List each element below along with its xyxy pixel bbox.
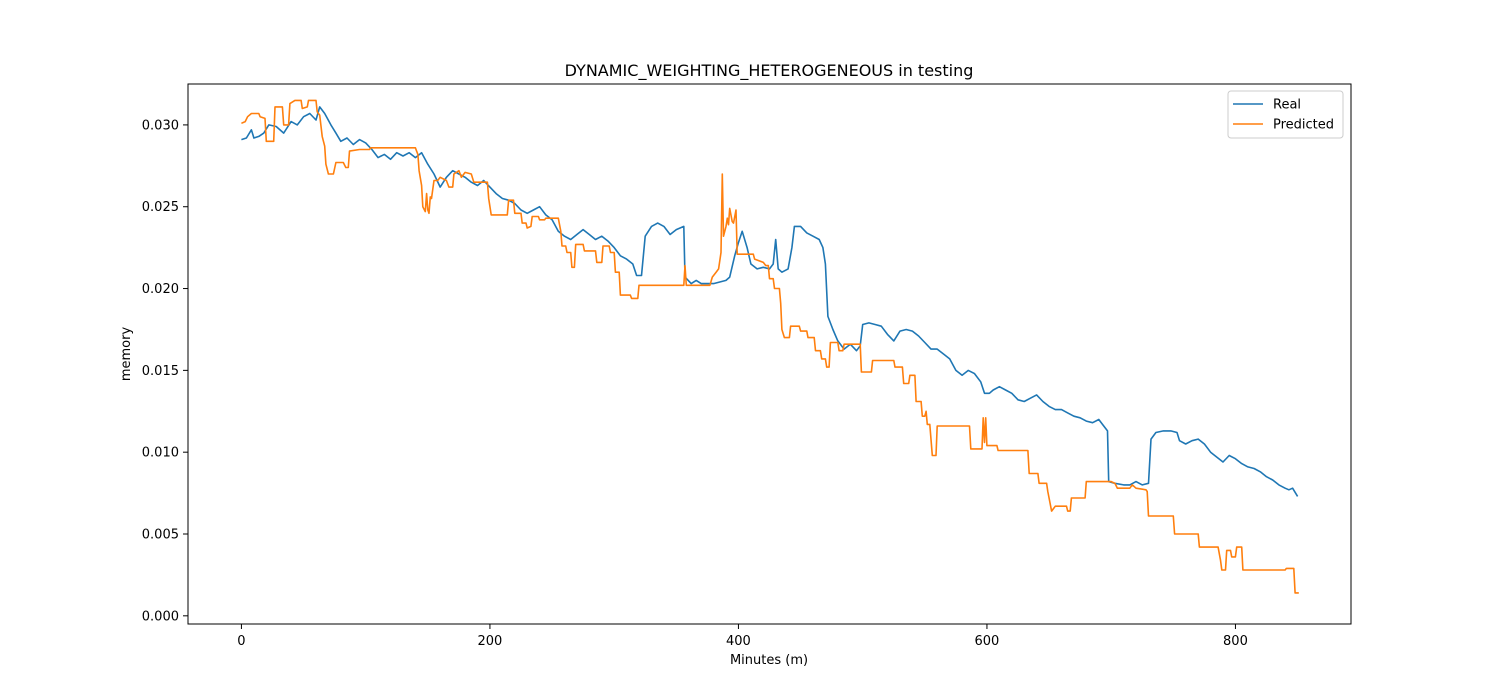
x-axis-label: Minutes (m): [730, 653, 808, 668]
series-layer: [241, 99, 1299, 594]
plot-area: [187, 83, 1352, 625]
x-tick-label: 0: [237, 634, 245, 649]
x-tick-label: 600: [975, 634, 1000, 649]
series-line-predicted: [241, 99, 1299, 594]
y-tick-label: 0.015: [142, 364, 179, 379]
legend: Real Predicted: [1227, 90, 1344, 139]
y-tick-label: 0.025: [142, 200, 179, 215]
legend-box: [1227, 90, 1344, 139]
legend-label-real: Real: [1273, 98, 1301, 113]
x-tick-label: 800: [1223, 634, 1248, 649]
x-tick-label: 400: [726, 634, 751, 649]
y-tick-label: 0.000: [142, 609, 179, 624]
y-tick-label: 0.010: [142, 446, 179, 461]
chart-title: DYNAMIC_WEIGHTING_HETEROGENEOUS in testi…: [565, 61, 974, 81]
x-axis: 0 200 400 600 800: [237, 624, 1248, 649]
x-tick-label: 200: [478, 634, 503, 649]
y-tick-label: 0.030: [142, 118, 179, 133]
y-axis: 0.000 0.005 0.010 0.015 0.020 0.025 0.030: [142, 118, 188, 624]
y-tick-label: 0.020: [142, 282, 179, 297]
y-tick-label: 0.005: [142, 528, 179, 543]
y-axis-label: memory: [119, 327, 134, 382]
legend-label-predicted: Predicted: [1273, 118, 1334, 133]
